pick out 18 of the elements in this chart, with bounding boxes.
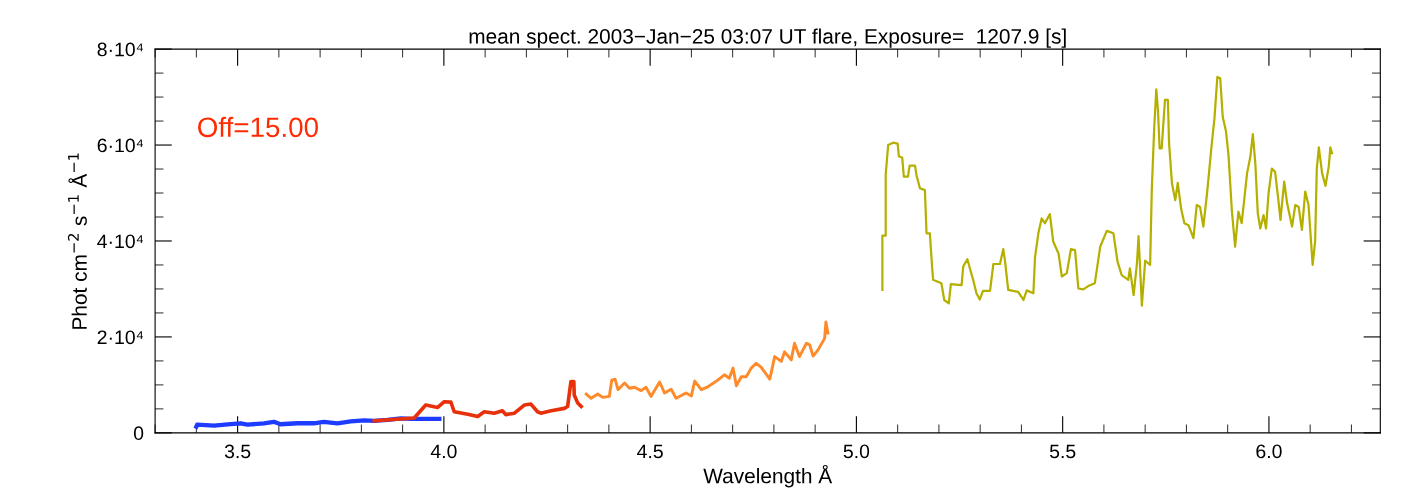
x-tick-label: 4.5 bbox=[637, 444, 663, 459]
chart-title: mean spect. 2003−Jan−25 03:07 UT flare, Exposure= 1207.9 [s] bbox=[469, 28, 1066, 48]
line-series bbox=[584, 320, 830, 400]
x-tick-label: 5.0 bbox=[843, 444, 870, 459]
x-tick-label: 3.5 bbox=[224, 444, 251, 459]
line-series bbox=[881, 75, 1334, 307]
y-axis-title: Phot cm$^{−2}$ s$^{−1}$ Å$^{−1}$ bbox=[67, 153, 87, 329]
y-tick-label: 6·10⁴ bbox=[97, 138, 144, 153]
y-tick-label: 2·10⁴ bbox=[97, 330, 144, 345]
line-series bbox=[372, 379, 584, 423]
x-axis-title: Wavelength Å bbox=[703, 464, 833, 488]
x-tick-label: 5.5 bbox=[1049, 444, 1076, 459]
x-tick-label: 4.0 bbox=[430, 444, 457, 459]
annotation: Off=15.00 bbox=[198, 116, 318, 138]
x-tick-label: 6.0 bbox=[1256, 444, 1282, 459]
y-tick-label: 8·10⁴ bbox=[97, 42, 144, 57]
y-tick-label: 0 bbox=[133, 426, 144, 441]
y-tick-label: 4·10⁴ bbox=[97, 234, 144, 249]
